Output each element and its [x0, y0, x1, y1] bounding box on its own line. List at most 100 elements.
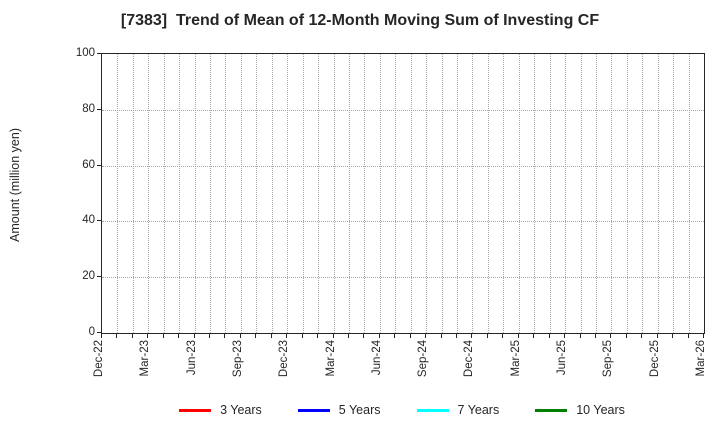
x-tick-mark	[178, 334, 180, 338]
v-gridline	[487, 54, 489, 333]
v-gridline	[580, 54, 582, 333]
v-gridline	[457, 54, 459, 333]
x-tick-mark	[332, 334, 334, 338]
h-gridline	[102, 277, 704, 279]
v-gridline	[395, 54, 397, 333]
x-tick-mark	[548, 334, 550, 338]
x-tick-mark	[564, 334, 566, 338]
v-gridline	[179, 54, 181, 333]
h-gridline	[102, 165, 704, 167]
x-tick-mark	[162, 334, 164, 338]
legend-label: 5 Years	[338, 403, 381, 417]
v-gridline	[302, 54, 304, 333]
x-tick-mark	[471, 334, 473, 338]
x-tick-label: Mar-26	[695, 340, 707, 377]
legend-line-swatch	[297, 408, 330, 412]
v-gridline	[148, 54, 150, 333]
x-tick-mark	[116, 334, 118, 338]
v-gridline	[333, 54, 335, 333]
v-gridline	[503, 54, 505, 333]
x-tick-mark	[101, 334, 102, 338]
x-tick-label: Jun-23	[185, 340, 198, 376]
y-tick-mark	[97, 108, 101, 110]
x-tick-label: Mar-25	[509, 340, 522, 377]
series-layer	[102, 54, 704, 333]
x-tick-label: Dec-23	[278, 340, 291, 378]
y-tick-mark	[97, 276, 101, 278]
v-gridline	[287, 54, 289, 333]
y-tick-label: 80	[82, 102, 95, 115]
x-tick-label: Mar-23	[139, 340, 152, 377]
x-tick-label: Jun-24	[370, 340, 383, 376]
v-gridline	[225, 54, 227, 333]
x-tick-mark	[425, 334, 427, 338]
x-tick-mark	[517, 334, 519, 338]
x-tick-label: Dec-22	[93, 340, 105, 378]
x-tick-mark	[224, 334, 226, 338]
y-tick-mark	[97, 332, 101, 333]
x-tick-mark	[502, 334, 504, 338]
x-tick-mark	[533, 334, 535, 338]
y-tick-label: 40	[82, 214, 95, 227]
x-tick-mark	[394, 334, 396, 338]
v-gridline	[688, 54, 690, 333]
chart-title: [7383] Trend of Mean of 12-Month Moving …	[120, 12, 600, 29]
x-tick-mark	[440, 334, 442, 338]
v-gridline	[210, 54, 212, 333]
v-gridline	[441, 54, 443, 333]
legend-line-swatch	[179, 408, 212, 412]
x-tick-mark	[378, 334, 380, 338]
y-tick-label: 20	[82, 270, 95, 283]
x-tick-mark	[347, 334, 349, 338]
v-gridline	[410, 54, 412, 333]
h-gridline	[102, 109, 704, 111]
v-gridline	[256, 54, 258, 333]
v-gridline	[117, 54, 119, 333]
x-tick-mark	[270, 334, 272, 338]
v-gridline	[642, 54, 644, 333]
x-tick-mark	[286, 334, 288, 338]
x-tick-mark	[656, 334, 658, 338]
x-tick-label: Sep-25	[602, 340, 615, 378]
x-tick-mark	[625, 334, 627, 338]
v-gridline	[426, 54, 428, 333]
v-gridline	[626, 54, 628, 333]
v-gridline	[518, 54, 520, 333]
x-tick-mark	[255, 334, 257, 338]
y-tick-label: 100	[75, 47, 95, 59]
y-tick-mark	[97, 53, 101, 54]
v-gridline	[163, 54, 165, 333]
v-gridline	[549, 54, 551, 333]
v-gridline	[657, 54, 659, 333]
h-gridline	[102, 221, 704, 223]
legend-item: 7 Years	[416, 403, 499, 417]
v-gridline	[565, 54, 567, 333]
x-tick-label: Mar-24	[324, 340, 337, 377]
x-tick-mark	[703, 334, 704, 338]
x-tick-mark	[301, 334, 303, 338]
x-tick-mark	[317, 334, 319, 338]
x-tick-mark	[579, 334, 581, 338]
x-tick-label: Sep-23	[231, 340, 244, 378]
v-gridline	[673, 54, 675, 333]
plot-area	[101, 53, 705, 334]
v-gridline	[240, 54, 242, 333]
x-tick-mark	[610, 334, 612, 338]
x-tick-mark	[193, 334, 195, 338]
x-tick-mark	[456, 334, 458, 338]
y-tick-mark	[97, 220, 101, 222]
v-gridline	[534, 54, 536, 333]
x-tick-mark	[641, 334, 643, 338]
v-gridline	[379, 54, 381, 333]
x-tick-mark	[209, 334, 211, 338]
x-tick-mark	[147, 334, 149, 338]
legend-item: 3 Years	[179, 403, 262, 417]
legend-item: 5 Years	[297, 403, 381, 417]
x-tick-mark	[409, 334, 411, 338]
v-gridline	[271, 54, 273, 333]
x-tick-mark	[131, 334, 133, 338]
v-gridline	[348, 54, 350, 333]
y-tick-label: 60	[82, 158, 95, 171]
legend-label: 10 Years	[576, 403, 625, 417]
v-gridline	[318, 54, 320, 333]
